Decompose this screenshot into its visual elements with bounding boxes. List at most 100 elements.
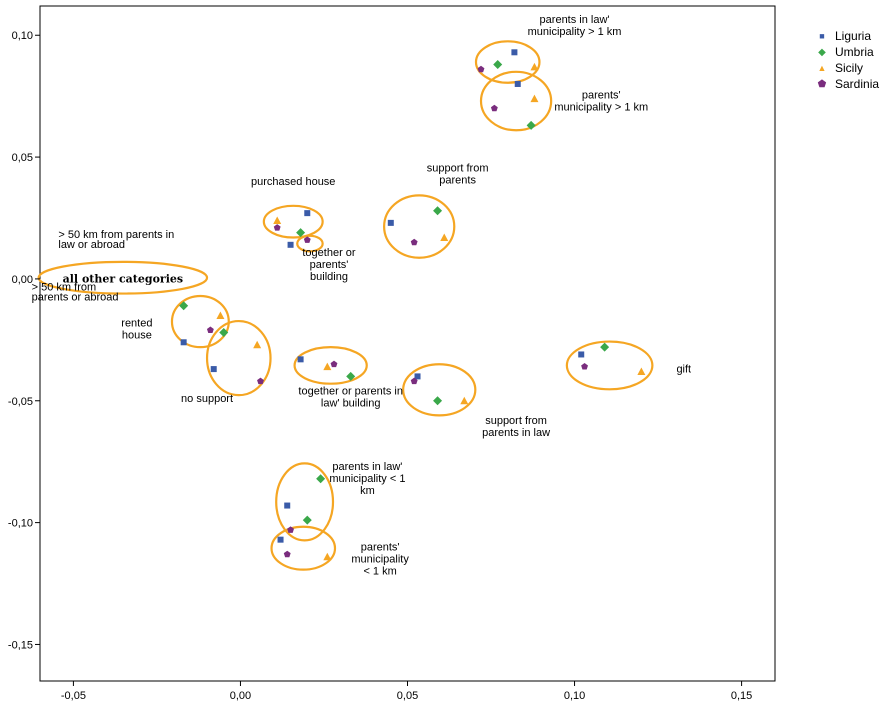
x-tick-label: 0,05 — [397, 690, 418, 702]
umbria-point — [316, 474, 326, 484]
annotation-line: > 50 km from — [32, 282, 97, 294]
cluster-ellipse — [402, 363, 477, 417]
annotation-label: support from parents in law — [482, 415, 550, 439]
y-tick-label: -0,10 — [8, 518, 33, 530]
annotation-line: municipality > 1 km — [554, 102, 648, 114]
liguria-point — [514, 80, 521, 87]
annotation-line: parents or abroad — [32, 292, 119, 304]
liguria-point — [304, 210, 311, 217]
legend-label: Umbria — [835, 45, 874, 59]
liguria-point — [578, 351, 585, 358]
annotation-line: support from — [427, 163, 489, 175]
umbria-point — [600, 342, 610, 352]
annotation-label: gift — [676, 363, 691, 375]
legend-label: Liguria — [835, 29, 872, 43]
annotation-line: parents' — [582, 90, 621, 102]
cluster-ellipses — [37, 40, 654, 571]
cluster-ellipse — [565, 340, 654, 391]
cluster-ellipse — [474, 40, 541, 84]
sardinia-point — [273, 224, 281, 231]
sicily-point — [440, 233, 449, 241]
annotation-line: all other categories — [63, 273, 183, 286]
cluster-ellipse — [270, 525, 337, 571]
cluster-ellipse — [262, 204, 324, 239]
legend-label: Sicily — [835, 61, 864, 75]
sardinia-point — [206, 326, 214, 334]
annotation-line: law' building — [321, 398, 381, 410]
annotation-label: together or parents in law' building — [298, 386, 403, 410]
legend-item-sardinia: ⬟ Sardinia — [816, 76, 879, 92]
cluster-ellipse — [275, 462, 335, 542]
annotation-line: municipality > 1 km — [528, 26, 622, 38]
liguria-point — [277, 536, 284, 543]
legend-item-liguria: ■ Liguria — [816, 28, 879, 44]
x-tick-label: 0,00 — [230, 690, 251, 702]
annotation-label: > 50 km from parents or abroad — [32, 282, 119, 304]
y-tick-label: -0,05 — [8, 396, 33, 408]
x-tick-label: 0,15 — [731, 690, 752, 702]
annotation-line: law or abroad — [58, 239, 125, 251]
y-tick-label: 0,05 — [12, 152, 33, 164]
sardinia-point — [410, 377, 418, 385]
annotation-line: gift — [676, 363, 691, 375]
liguria-point — [210, 366, 217, 373]
annotation-line: parents' — [310, 259, 349, 271]
annotation-line: parents in law — [482, 427, 550, 439]
square-marker-icon: ■ — [819, 31, 825, 41]
y-tick-label: 0,00 — [12, 274, 33, 286]
triangle-marker-icon: ▲ — [817, 63, 827, 73]
annotation-label: parents' municipality < 1 km — [351, 542, 409, 578]
annotation-line: municipality < 1 — [329, 473, 405, 485]
x-tick-label: 0,10 — [564, 690, 585, 702]
y-tick-label: -0,15 — [8, 639, 33, 651]
annotation-line: building — [310, 271, 348, 283]
annotation-label: no support — [181, 393, 233, 405]
annotation-line: < 1 km — [363, 566, 396, 578]
legend-item-sicily: ▲ Sicily — [816, 60, 879, 76]
cluster-ellipse — [37, 260, 209, 295]
sicily-point — [323, 552, 332, 561]
annotation-label: together or parents' building — [302, 247, 356, 283]
sardinia-point — [330, 360, 338, 368]
annotation-line: parents in law' — [540, 14, 610, 26]
annotation-line: support from — [485, 415, 547, 427]
umbria-point — [179, 301, 189, 311]
sardinia-point — [287, 526, 294, 533]
umbria-point — [433, 206, 443, 216]
cluster-ellipse — [296, 234, 324, 253]
annotation-line: municipality — [351, 554, 409, 566]
legend: ■ Liguria ◆ Umbria ▲ Sicily ⬟ Sardinia — [816, 28, 880, 92]
sicily-point — [273, 216, 282, 224]
liguria-point — [511, 49, 518, 56]
cluster-ellipse — [205, 319, 272, 397]
umbria-point — [346, 371, 356, 381]
liguria-point — [387, 219, 394, 226]
cluster-ellipse — [170, 294, 230, 349]
liguria-point — [297, 356, 304, 363]
annotation-line: no support — [181, 393, 233, 405]
sardinia-point — [257, 377, 264, 385]
annotation-label: parents in law' municipality > 1 km — [528, 14, 622, 38]
diamond-marker-icon: ◆ — [818, 46, 826, 58]
annotation-line: > 50 km from parents in — [58, 229, 174, 241]
cluster-ellipse — [383, 194, 456, 259]
umbria-point — [296, 228, 306, 238]
umbria-point — [433, 396, 443, 406]
sardinia-point — [477, 65, 485, 73]
sicily-point — [460, 396, 469, 405]
cluster-ellipse — [293, 346, 368, 385]
annotation-label: parents in law' municipality < 1 km — [329, 461, 405, 497]
sicily-point — [530, 94, 539, 103]
umbria-point — [302, 515, 312, 525]
annotation-label: > 50 km from parents in law or abroad — [58, 229, 174, 251]
sardinia-point — [303, 236, 311, 243]
annotation-line: parents' — [361, 542, 400, 554]
annotation-line: purchased house — [251, 176, 335, 188]
annotation-line: parents in law' — [332, 461, 402, 473]
sicily-point — [216, 311, 225, 319]
sicily-point — [637, 367, 646, 376]
annotation-line: house — [122, 329, 152, 341]
annotation-label: all other categories — [63, 273, 183, 286]
annotation-line: km — [360, 485, 375, 497]
